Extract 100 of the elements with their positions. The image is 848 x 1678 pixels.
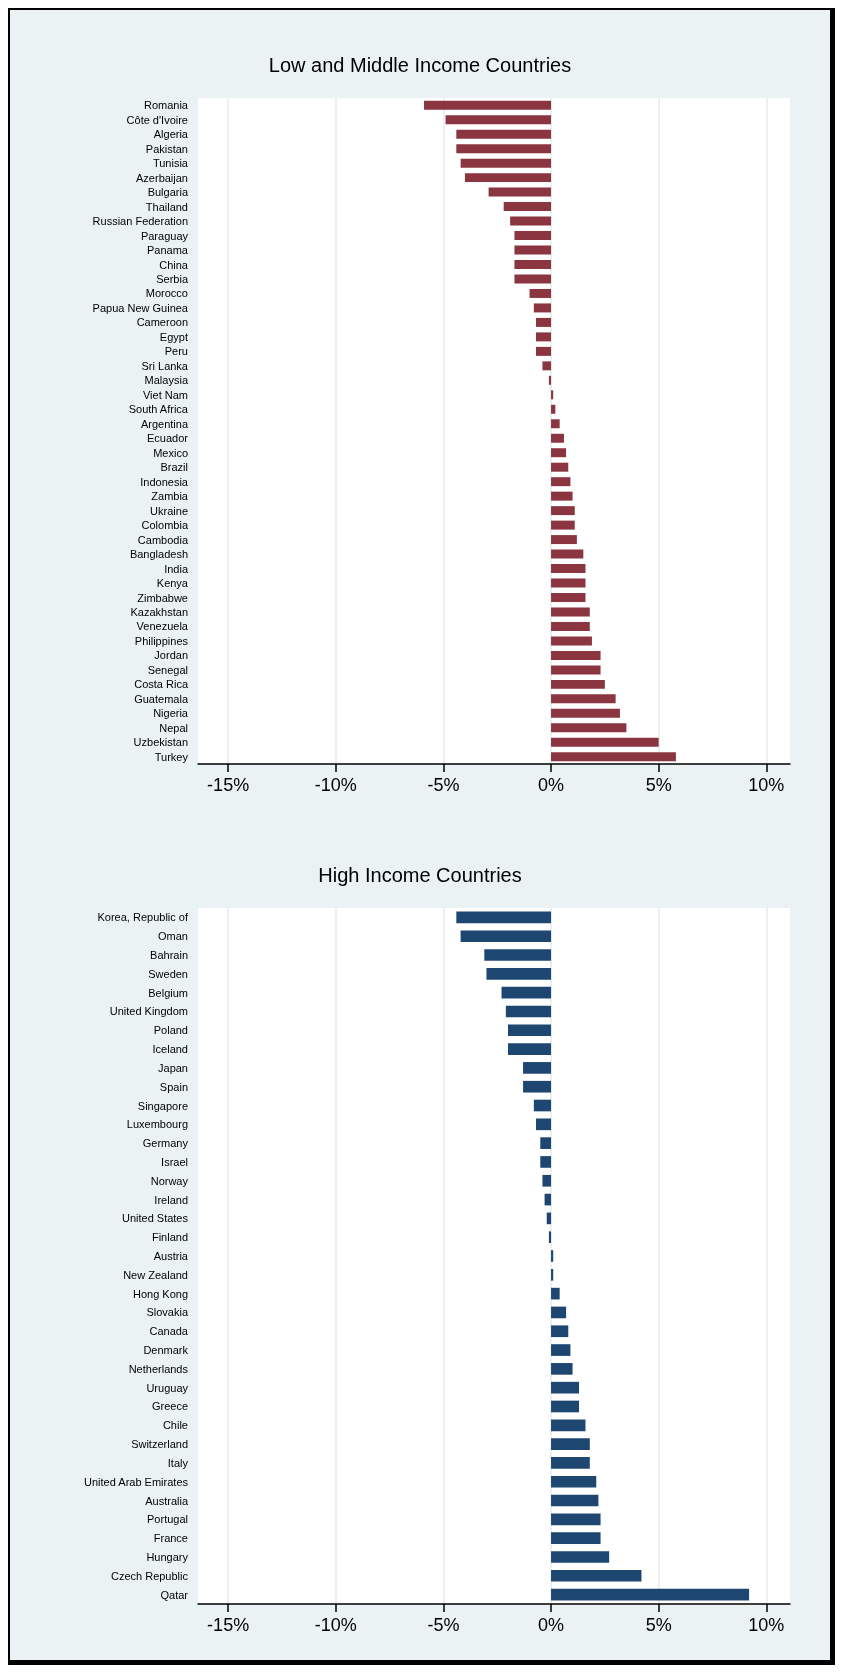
bar: [551, 491, 573, 501]
bar: [507, 1024, 552, 1037]
bar: [551, 593, 586, 602]
y-tick-label: Greece: [151, 1400, 188, 1413]
bar: [551, 1588, 750, 1601]
bar: [551, 1400, 580, 1413]
y-tick-label: India: [164, 562, 189, 575]
bar: [551, 1438, 590, 1450]
bar: [551, 723, 627, 733]
x-tick-label: 0%: [538, 1615, 565, 1635]
bar: [456, 144, 552, 154]
bar: [542, 1174, 552, 1187]
y-tick-label: Nigeria: [153, 707, 189, 720]
bar: [551, 1381, 580, 1394]
y-tick-label: Egypt: [159, 330, 188, 343]
bar: [486, 968, 552, 980]
bar: [535, 346, 552, 356]
y-tick-label: Uzbekistan: [133, 736, 188, 749]
y-tick-label: Zimbabwe: [137, 591, 188, 604]
bar: [551, 1475, 597, 1488]
bar: [551, 1325, 569, 1338]
y-tick-label: Viet Nam: [142, 388, 188, 401]
y-tick-label: Belgium: [148, 986, 188, 999]
chart-title: Low and Middle Income Countries: [268, 54, 572, 76]
y-tick-label: Serbia: [156, 272, 189, 285]
bar: [551, 506, 575, 516]
y-tick-label: Ireland: [154, 1193, 188, 1206]
bar: [551, 520, 575, 530]
bar: [464, 173, 552, 183]
bar: [551, 419, 560, 429]
y-tick-label: Peru: [164, 345, 188, 358]
bar: [514, 231, 552, 241]
bar: [460, 930, 552, 943]
y-tick-label: Argentina: [140, 417, 189, 430]
bar: [551, 752, 676, 762]
x-tick-label: 10%: [748, 775, 785, 795]
y-tick-label: Ecuador: [147, 432, 189, 445]
y-tick-label: Sweden: [148, 967, 188, 980]
y-tick-label: Venezuela: [136, 620, 189, 633]
bar: [456, 129, 552, 139]
x-tick-label: -10%: [314, 1615, 357, 1635]
x-tick-label: 0%: [538, 775, 565, 795]
bar: [551, 1363, 573, 1375]
y-tick-label: Pakistan: [145, 142, 188, 155]
y-tick-label: Australia: [145, 1494, 189, 1507]
bar: [424, 100, 552, 110]
y-tick-label: Indonesia: [140, 475, 189, 488]
y-tick-label: New Zealand: [123, 1268, 188, 1281]
x-tick-label: 10%: [748, 1615, 785, 1635]
bar: [551, 448, 567, 458]
y-tick-label: Cambodia: [137, 533, 189, 546]
x-tick-label: -5%: [427, 775, 460, 795]
bar: [551, 621, 590, 631]
bar: [548, 375, 552, 385]
bar: [484, 949, 552, 961]
y-tick-label: Norway: [150, 1174, 189, 1187]
y-tick-label: Costa Rica: [134, 678, 189, 691]
y-tick-label: Sri Lanka: [141, 359, 189, 372]
y-tick-label: Hungary: [146, 1550, 189, 1563]
y-tick-label: Chile: [162, 1419, 188, 1432]
bar: [551, 650, 601, 660]
bar: [535, 1118, 552, 1131]
bar: [551, 1569, 642, 1582]
bar: [551, 679, 605, 689]
y-tick-label: Uruguay: [146, 1381, 189, 1394]
bar: [551, 636, 592, 646]
bar: [540, 1156, 552, 1168]
y-tick-label: Hong Kong: [132, 1287, 188, 1300]
y-tick-label: China: [159, 258, 189, 271]
bar: [514, 245, 552, 255]
y-tick-label: Qatar: [160, 1588, 189, 1601]
y-tick-label: Slovakia: [146, 1306, 189, 1319]
bar: [514, 274, 552, 284]
y-tick-label: Tunisia: [152, 157, 189, 170]
y-tick-label: Guatemala: [134, 692, 189, 705]
x-tick-label: -15%: [207, 1615, 250, 1635]
x-tick-label: 5%: [645, 775, 672, 795]
y-tick-label: Paraguay: [140, 229, 189, 242]
bar: [445, 115, 552, 125]
y-tick-label: Germany: [142, 1137, 189, 1150]
bar: [551, 535, 577, 545]
bar: [533, 303, 552, 313]
bar: [523, 1080, 552, 1093]
bar: [548, 1231, 552, 1244]
x-tick-label: -10%: [314, 775, 357, 795]
y-tick-label: Papua New Guinea: [92, 301, 189, 314]
bar: [551, 1344, 571, 1356]
bar: [551, 694, 616, 704]
bar: [551, 1457, 590, 1469]
y-tick-label: Senegal: [147, 663, 188, 676]
y-tick-label: Luxembourg: [126, 1118, 188, 1131]
y-tick-label: Italy: [167, 1456, 189, 1469]
bar: [551, 1532, 601, 1544]
y-tick-label: United States: [121, 1212, 189, 1225]
bar: [460, 158, 552, 168]
y-tick-label: Côte d'Ivoire: [126, 113, 188, 126]
bar: [551, 1287, 560, 1300]
bar: [551, 462, 569, 472]
y-tick-label: Kazakhstan: [130, 605, 188, 618]
y-tick-label: France: [153, 1532, 188, 1545]
